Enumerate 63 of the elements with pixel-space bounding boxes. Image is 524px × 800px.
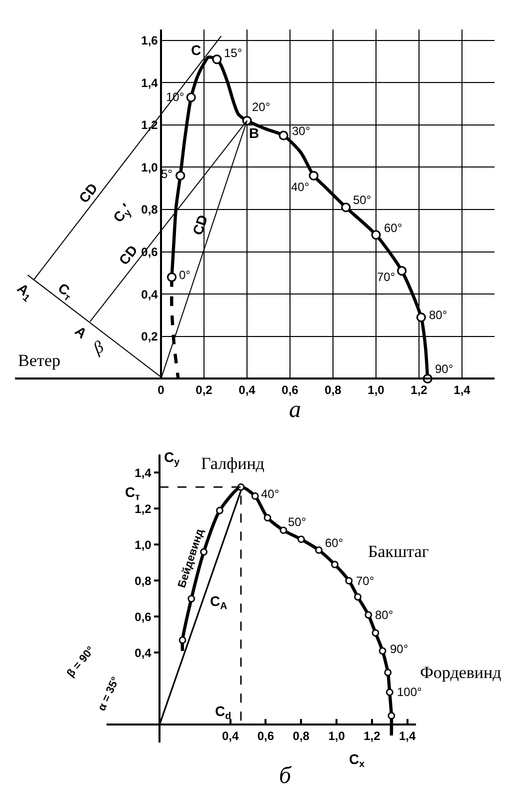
y-tick-label: 0,2: [141, 330, 158, 344]
x-tick-label: 0,8: [324, 382, 342, 397]
annotation: A: [72, 322, 90, 342]
y-tick-label: 1,4: [134, 466, 152, 480]
annotation: 40°: [261, 487, 280, 501]
text: а: [289, 397, 301, 423]
annotation: CD: [76, 180, 101, 206]
annotation: 20°: [252, 100, 270, 114]
annotation: C$_{т}$: [125, 484, 140, 503]
annotation: B: [249, 125, 260, 141]
annotation: C: [191, 42, 202, 58]
annotation: 5°: [161, 167, 173, 181]
y-tick-label: 1,0: [141, 160, 158, 174]
annotation: Бакштаг: [368, 542, 429, 561]
annotation: α = 35°: [96, 675, 122, 713]
annotation: 80°: [375, 608, 394, 622]
annotation: 40°: [291, 180, 310, 194]
annotation: 70°: [356, 574, 374, 588]
annotation: Галфинд: [201, 454, 265, 473]
x-tick-label: 0,4: [222, 728, 239, 743]
annotation: 30°: [292, 124, 310, 138]
x-tick-label: 0: [158, 382, 165, 397]
x-axis-title: C$_{x}$: [349, 751, 366, 770]
x-tick-label: 1,4: [399, 728, 416, 743]
annotation: 80°: [429, 308, 448, 322]
annotation: 60°: [325, 536, 344, 550]
annotation: Ветер: [18, 351, 60, 370]
annotation: 90°: [435, 362, 454, 376]
y-tick-label: 1,0: [134, 538, 152, 552]
y-tick-label: 1,6: [141, 33, 158, 48]
annotation: 0°: [179, 268, 191, 282]
text: б: [279, 763, 292, 789]
x-tick-label: 0,8: [292, 728, 310, 743]
annotation: 100°: [397, 685, 422, 699]
annotation: β: [89, 336, 108, 358]
x-tick-label: 1,0: [368, 382, 385, 397]
x-tick-label: 1,2: [410, 382, 428, 397]
y-axis-title: C$_{y}$: [164, 449, 180, 468]
annotation: C$_{d}$: [215, 703, 232, 722]
annotation: C$_{A}$: [210, 593, 228, 612]
annotation: 15°: [224, 46, 242, 60]
y-tick-label: 1,4: [141, 76, 158, 90]
x-tick-label: 0,6: [282, 382, 299, 397]
x-tick-label: 1,0: [328, 728, 346, 743]
annotation: 90°: [390, 642, 408, 656]
annotation: 50°: [288, 515, 306, 529]
y-tick-label: 0,4: [134, 646, 152, 660]
y-tick-label: 0,6: [134, 610, 152, 624]
y-tick-label: 0,4: [141, 287, 158, 302]
y-tick-label: 0,8: [141, 202, 158, 217]
x-tick-label: 1,2: [364, 728, 381, 743]
y-tick-label: 1,2: [134, 502, 152, 516]
annotation: 50°: [353, 193, 372, 207]
text: Фордевинд: [420, 663, 502, 682]
text: β = 90°: [64, 644, 98, 680]
x-tick-label: 0,6: [257, 728, 274, 743]
annotation: 60°: [384, 221, 402, 235]
y-tick-label: 0,8: [134, 574, 152, 588]
x-tick-label: 0,2: [196, 382, 213, 397]
annotation: CD: [116, 242, 141, 268]
x-tick-label: 0,4: [238, 382, 256, 397]
x-tick-label: 1,4: [454, 382, 471, 397]
annotation: 70°: [377, 270, 396, 284]
